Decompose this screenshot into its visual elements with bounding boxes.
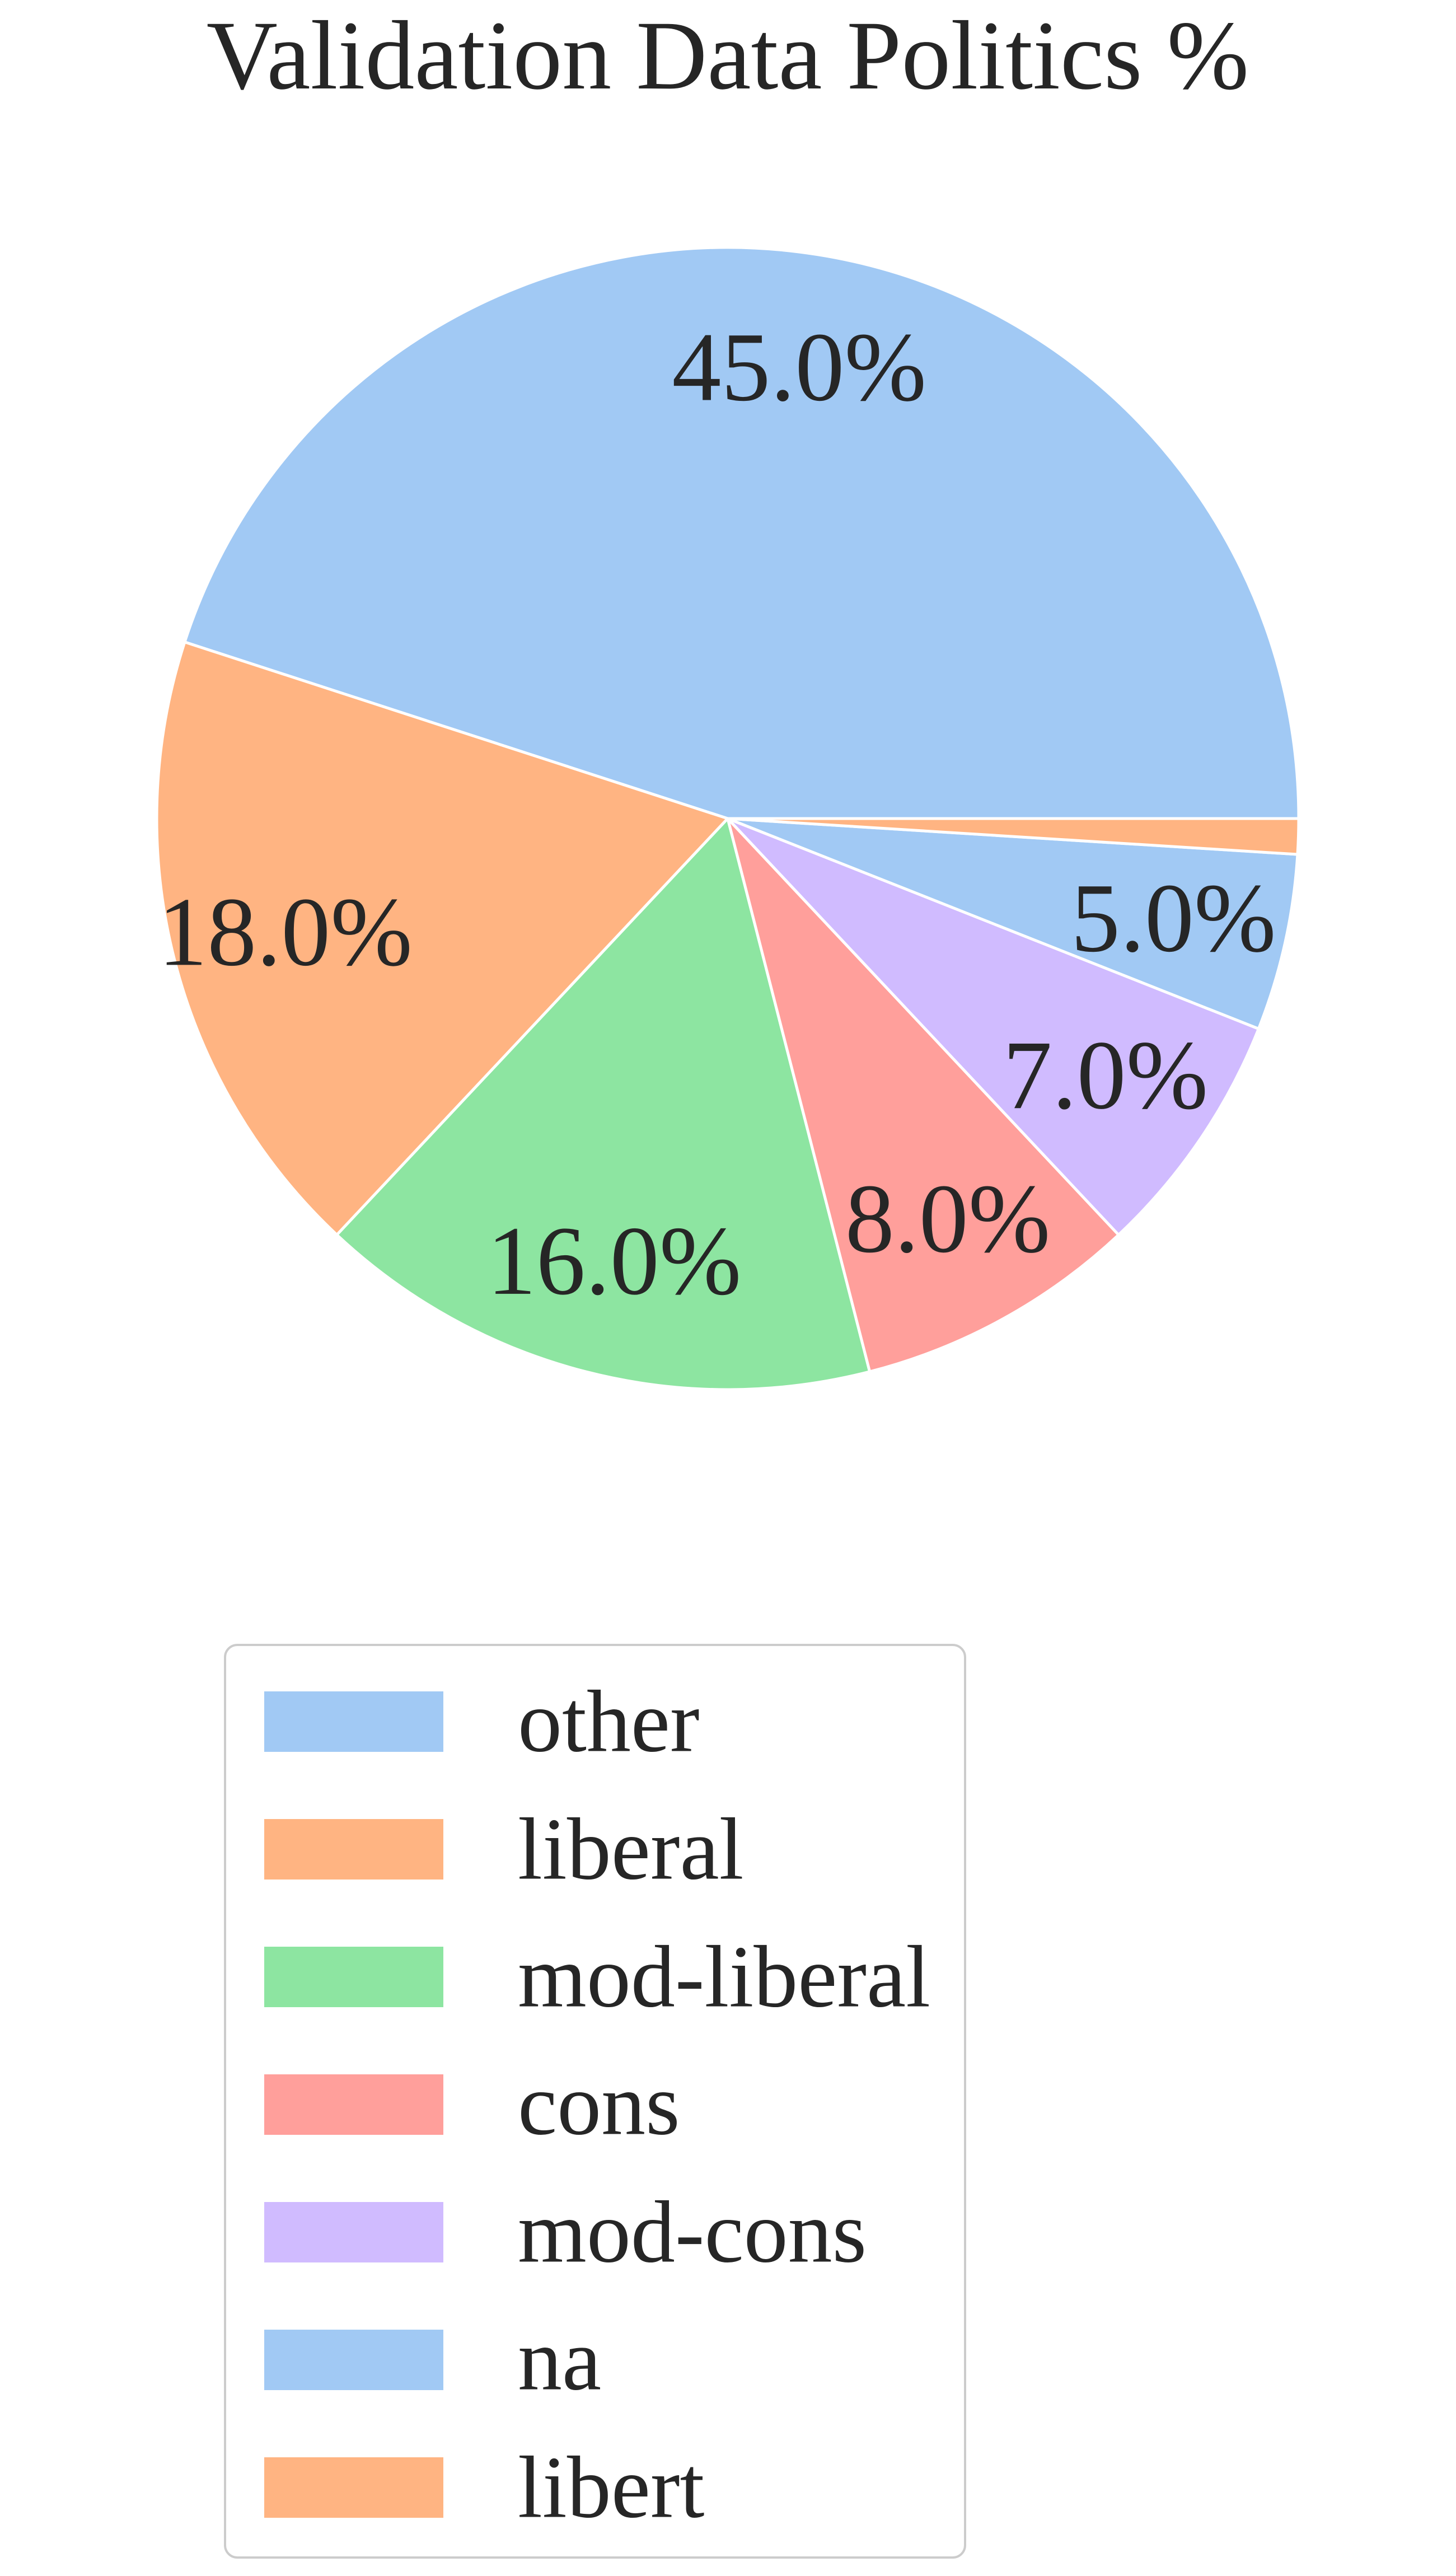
legend-swatch-cons [264, 2074, 443, 2135]
legend-label-liberal: liberal [518, 1801, 744, 1899]
legend-label-other: other [518, 1673, 700, 1771]
pie-slice-liberal [155, 641, 729, 1237]
legend-swatch-other [264, 1691, 443, 1752]
legend-swatch-mod-liberal [264, 1947, 443, 2007]
pie-slice-mod-liberal [335, 817, 872, 1391]
legend-swatch-liberal [264, 1819, 443, 1880]
pie-slice-cons [726, 817, 1120, 1373]
legend: other liberal mod-liberal cons mod-cons na lib… [224, 1644, 966, 2559]
legend-label-mod-cons: mod-cons [518, 2184, 867, 2282]
pie-label-na: 5.0% [1071, 864, 1276, 973]
pie-label-mod-cons: 7.0% [1003, 1021, 1209, 1130]
pie-label-liberal: 18.0% [158, 877, 413, 987]
pie-slices [155, 246, 1300, 1391]
legend-swatch-na [264, 2330, 443, 2390]
pie-slice-mod-cons [726, 817, 1260, 1237]
pie-percent-labels: 45.0% 18.0% 16.0% 8.0% 7.0% 5.0% [158, 313, 1276, 1316]
legend-label-na: na [518, 2311, 601, 2409]
pie-slice-na [726, 817, 1299, 1030]
pie-slice-libert [726, 817, 1300, 856]
pie-label-cons: 8.0% [845, 1165, 1051, 1274]
legend-label-mod-liberal: mod-liberal [518, 1928, 930, 2026]
legend-label-cons: cons [518, 2056, 680, 2154]
legend-swatch-mod-cons [264, 2202, 443, 2262]
legend-swatch-libert [264, 2457, 443, 2518]
pie-label-other: 45.0% [672, 313, 926, 422]
pie-label-mod-liberal: 16.0% [487, 1207, 742, 1316]
chart-title: Validation Data Politics % [207, 1, 1249, 110]
legend-label-libert: libert [518, 2439, 704, 2537]
pie-slice-other [183, 246, 1300, 820]
